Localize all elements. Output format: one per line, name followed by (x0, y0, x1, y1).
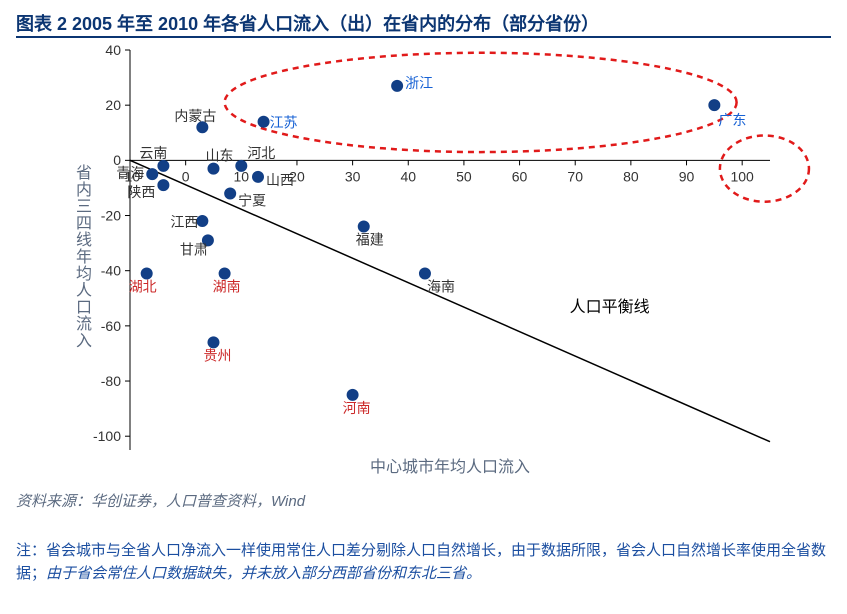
source-text: 资料来源：华创证券，人口普查资料，Wind (16, 493, 305, 510)
x-tick-label: 30 (345, 168, 361, 184)
data-point-label: 浙江 (405, 75, 433, 91)
scatter-chart: -100102030405060708090100-100-80-60-40-2… (0, 40, 847, 480)
data-point (358, 221, 369, 232)
x-tick-label: 50 (456, 168, 472, 184)
data-point-label: 江西 (170, 214, 198, 230)
footnote: 注：省会城市与全省人口净流入一样使用常住人口差分剔除人口自然增长，由于数据所限，… (16, 540, 831, 585)
data-point (392, 80, 403, 91)
data-point (347, 389, 358, 400)
data-point (219, 268, 230, 279)
data-point (709, 100, 720, 111)
x-tick-label: 0 (182, 168, 190, 184)
data-point (258, 116, 269, 127)
data-point-label: 河北 (247, 145, 275, 161)
data-point-label: 宁夏 (238, 192, 266, 208)
data-point (208, 337, 219, 348)
data-point-label: 河南 (343, 400, 371, 416)
x-tick-label: 60 (512, 168, 528, 184)
x-tick-label: 40 (400, 168, 416, 184)
y-tick-label: -20 (101, 207, 121, 223)
y-tick-label: 20 (105, 97, 121, 113)
data-point-label: 山东 (205, 148, 233, 164)
data-point-label: 山西 (266, 172, 294, 188)
y-tick-label: -100 (93, 428, 121, 444)
y-tick-label: -60 (101, 318, 121, 334)
data-point-label: 陕西 (127, 184, 155, 200)
data-point-label: 福建 (356, 232, 384, 248)
data-point (158, 180, 169, 191)
data-point (147, 169, 158, 180)
balance-line (130, 160, 770, 441)
data-point-label: 甘肃 (180, 241, 208, 257)
data-point-label: 湖北 (129, 278, 157, 294)
data-point-label: 湖南 (213, 278, 241, 294)
footnote-prefix: 注： (16, 542, 46, 559)
figure-container: 图表 2 2005 年至 2010 年各省人口流入（出）在省内的分布（部分省份）… (0, 0, 847, 614)
data-point (419, 268, 430, 279)
y-tick-label: 40 (105, 42, 121, 58)
data-point-label: 贵州 (203, 347, 231, 363)
footnote-part2: 由于省会常住人口数据缺失，并未放入部分西部省份和东北三省。 (46, 565, 481, 582)
data-point (197, 216, 208, 227)
data-point-label: 海南 (427, 278, 455, 294)
data-point-label: 云南 (139, 145, 167, 161)
source-line: 资料来源：华创证券，人口普查资料，Wind (16, 490, 305, 511)
x-tick-label: 90 (679, 168, 695, 184)
data-point-label: 内蒙古 (174, 108, 216, 124)
data-point-label: 广东 (718, 112, 746, 128)
x-tick-label: 80 (623, 168, 639, 184)
y-axis-label: 省内三四线年均人口流入 (76, 164, 92, 350)
x-tick-label: 100 (730, 168, 754, 184)
y-tick-label: -40 (101, 263, 121, 279)
x-axis-label: 中心城市年均人口流入 (370, 458, 530, 476)
figure-title-prefix: 图表 2 (16, 14, 72, 34)
balance-line-label: 人口平衡线 (570, 298, 650, 316)
data-point (208, 163, 219, 174)
data-point (253, 171, 264, 182)
data-point (236, 160, 247, 171)
x-tick-label: 70 (567, 168, 583, 184)
data-point (158, 160, 169, 171)
data-point-label: 江苏 (270, 115, 298, 131)
y-tick-label: -80 (101, 373, 121, 389)
figure-title: 图表 2 2005 年至 2010 年各省人口流入（出）在省内的分布（部分省份） (16, 10, 831, 36)
title-underline (16, 36, 831, 38)
data-point (225, 188, 236, 199)
data-point-label: 青海 (116, 165, 144, 181)
data-point (141, 268, 152, 279)
figure-title-text: 2005 年至 2010 年各省人口流入（出）在省内的分布（部分省份） (72, 14, 599, 34)
highlight-ellipse (225, 53, 737, 152)
